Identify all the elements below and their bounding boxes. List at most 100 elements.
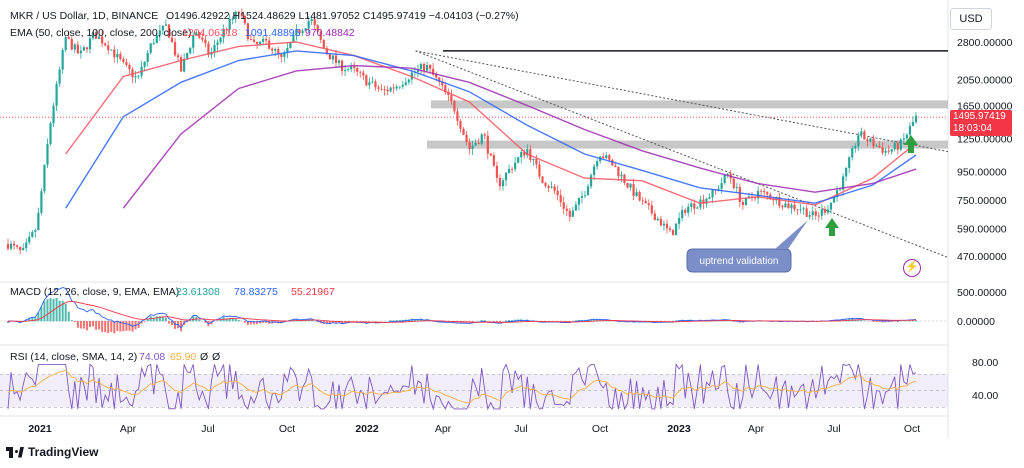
macd-histogram-bar: [669, 321, 672, 322]
candle-body: [623, 174, 626, 184]
candle-body: [738, 187, 741, 203]
candle-body: [432, 68, 435, 75]
candle-body: [328, 54, 331, 60]
candle-body: [404, 82, 407, 85]
macd-histogram-bar: [511, 320, 514, 322]
macd-histogram-bar: [884, 321, 887, 323]
candle-body: [647, 203, 650, 206]
candle-body: [52, 105, 55, 124]
macd-histogram-bar: [495, 321, 498, 323]
macd-histogram-bar: [732, 321, 735, 322]
macd-histogram-bar: [64, 303, 67, 322]
macd-histogram-bar: [890, 321, 893, 322]
candle-body: [213, 44, 216, 52]
candle-body: [887, 150, 890, 152]
resistance-zone[interactable]: [427, 140, 948, 149]
tradingview-logo[interactable]: TradingView: [6, 445, 98, 459]
price-tick-label: 950.00000: [957, 167, 1007, 179]
candle-body: [350, 66, 353, 70]
macd-histogram-bar: [61, 300, 64, 322]
macd-histogram-bar: [377, 321, 380, 322]
candle-body: [119, 53, 122, 60]
lightning-icon[interactable]: ⚡: [903, 259, 921, 277]
candle-body: [541, 176, 544, 183]
macd-histogram-bar: [98, 321, 101, 330]
candle-body: [811, 211, 814, 216]
time-tick-label: Oct: [279, 423, 295, 435]
macd-histogram-bar: [192, 316, 195, 322]
candle-body: [222, 28, 225, 38]
candle-body: [632, 184, 635, 196]
macd-histogram-bar: [167, 321, 170, 324]
candle-body: [832, 196, 836, 203]
candle-body: [277, 49, 280, 55]
macd-histogram-bar: [180, 321, 183, 332]
candle-body: [687, 206, 690, 213]
currency-button[interactable]: USD: [950, 8, 992, 30]
candle-body: [614, 165, 617, 168]
candle-body: [422, 63, 426, 71]
candle-body: [857, 135, 860, 147]
candle-body: [902, 138, 905, 140]
candle-body: [383, 88, 386, 90]
candle-body: [711, 189, 714, 198]
candle-body: [419, 63, 423, 69]
candle-body: [562, 202, 565, 209]
candle-body: [620, 174, 623, 177]
candle-body: [301, 30, 304, 34]
macd-histogram-bar: [34, 317, 37, 322]
macd-histogram-bar: [887, 321, 890, 323]
rsi-header: RSI (14, close, SMA, 14, 2): [10, 351, 137, 363]
candle-body: [107, 45, 110, 51]
candle-body: [377, 87, 380, 89]
candle-body: [489, 153, 492, 156]
macd-histogram-bar: [55, 297, 58, 322]
candle-body: [386, 89, 389, 92]
macd-histogram-bar: [483, 320, 486, 322]
candle-body: [216, 42, 219, 45]
candle-body: [265, 39, 268, 41]
candle-body: [823, 209, 826, 213]
macd-histogram-bar: [599, 319, 602, 322]
macd-histogram-bar: [593, 318, 596, 322]
candle-body: [808, 215, 811, 217]
candle-body: [908, 125, 912, 135]
candle-body: [249, 39, 253, 40]
macd-histogram-bar: [104, 321, 107, 333]
candle-body: [911, 122, 915, 126]
annotation-text: uptrend validation: [700, 256, 779, 267]
time-tick-label: Jul: [201, 423, 214, 435]
macd-histogram-bar: [237, 319, 240, 322]
price-tick-label: 2050.00000: [957, 74, 1013, 86]
candle-body: [389, 87, 392, 92]
macd-histogram-bar: [158, 316, 161, 322]
annotation-callout[interactable]: uptrend validation: [686, 220, 808, 273]
macd-histogram-bar: [49, 298, 52, 322]
candle-body: [170, 37, 174, 42]
candle-body: [67, 37, 70, 39]
macd-histogram-bar: [170, 321, 173, 326]
macd-histogram-bar: [31, 316, 34, 322]
candle-body: [668, 228, 672, 230]
trend-line[interactable]: [415, 50, 949, 258]
candle-body: [164, 24, 168, 26]
macd-histogram-bar: [116, 321, 119, 331]
resistance-zone[interactable]: [431, 100, 948, 109]
candle-body: [246, 23, 250, 40]
candle-body: [189, 47, 192, 54]
candle-body: [362, 72, 365, 76]
candle-body: [85, 47, 89, 50]
candle-body: [91, 32, 95, 39]
candle-body: [340, 60, 344, 72]
macd-histogram-bar: [911, 320, 914, 322]
candle-body: [104, 43, 107, 46]
candle-body: [848, 157, 851, 168]
candle-body: [793, 204, 796, 210]
candle-body: [638, 192, 641, 201]
candle-body: [532, 158, 535, 161]
candle-body: [179, 57, 183, 72]
macd-histogram-bar: [161, 316, 164, 322]
macd-histogram-bar: [19, 321, 22, 323]
candle-body: [40, 191, 43, 213]
